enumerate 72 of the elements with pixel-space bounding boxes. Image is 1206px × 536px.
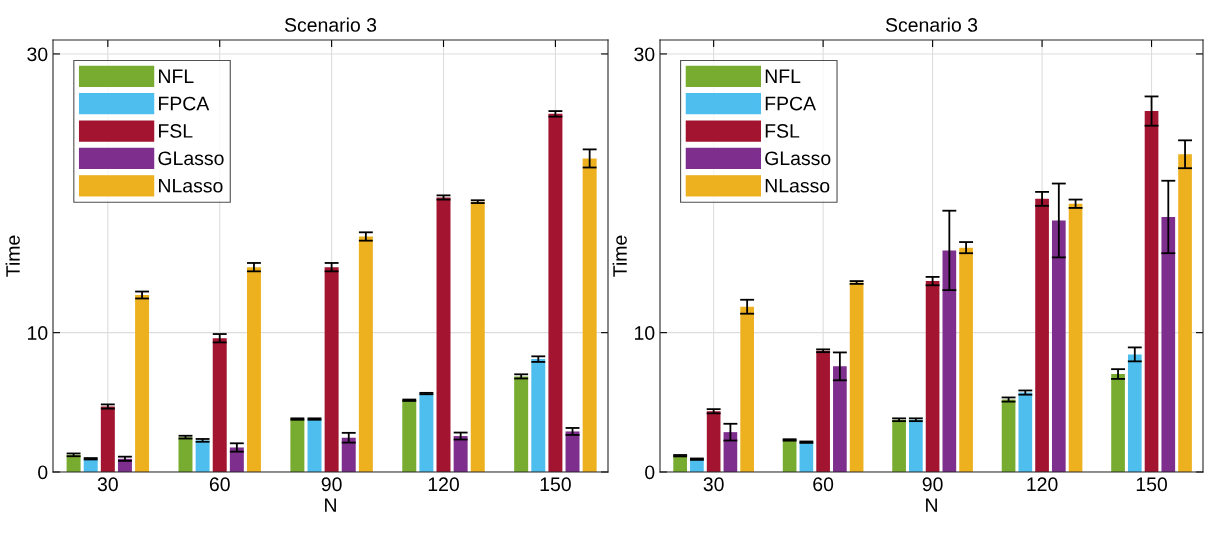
y-tick-label: 0 <box>38 465 48 480</box>
bar <box>324 267 339 472</box>
bar <box>942 250 957 472</box>
bar <box>1001 399 1016 472</box>
bar <box>341 437 356 472</box>
chart-title: Scenario 3 <box>885 17 978 32</box>
legend-label: NLasso <box>765 178 830 193</box>
bar <box>212 338 227 472</box>
y-axis-title: Time <box>5 235 20 277</box>
y-tick-label: 10 <box>28 326 48 340</box>
bar <box>1178 154 1192 472</box>
bar <box>909 419 923 472</box>
bar <box>1161 216 1176 472</box>
bar <box>135 295 150 472</box>
legend-label: GLasso <box>765 151 831 166</box>
bar <box>100 406 115 472</box>
x-axis-title: N <box>926 498 937 512</box>
legend-label: NFL <box>765 69 801 83</box>
x-tick-label: 90 <box>321 477 342 492</box>
bar <box>358 236 373 472</box>
y-tick-label: 0 <box>645 465 655 480</box>
x-tick-label: 150 <box>1136 477 1168 492</box>
bar <box>246 267 261 472</box>
legend-label: NFL <box>159 69 194 83</box>
bar <box>959 247 973 472</box>
bar <box>436 197 451 472</box>
legend-label: FSL <box>159 124 193 138</box>
x-tick-label: 60 <box>813 477 834 492</box>
x-tick-label: 90 <box>922 477 943 492</box>
bar <box>816 350 830 472</box>
bar <box>1051 220 1066 472</box>
bar <box>740 306 754 472</box>
x-tick-label: 30 <box>97 477 118 492</box>
bar <box>1111 374 1125 472</box>
bar <box>1035 198 1049 472</box>
bar <box>531 359 546 472</box>
bar <box>178 437 193 472</box>
bar <box>582 158 597 472</box>
bar <box>419 393 434 472</box>
y-axis-title: Time <box>612 235 627 277</box>
bar <box>925 281 940 472</box>
bar <box>833 366 847 472</box>
bar <box>548 113 563 472</box>
legend-label: FSL <box>765 124 800 138</box>
bar <box>1068 203 1083 472</box>
bar <box>1144 111 1159 472</box>
bar <box>453 436 468 472</box>
bar <box>290 419 305 472</box>
x-tick-label: 150 <box>540 477 571 492</box>
legend-label: GLasso <box>158 151 224 166</box>
y-tick-label: 30 <box>634 47 655 62</box>
bar <box>195 440 210 472</box>
x-axis-title: N <box>325 498 336 512</box>
bar <box>470 201 485 472</box>
bar <box>1018 392 1033 472</box>
bar <box>706 411 721 472</box>
bar <box>514 376 529 472</box>
x-tick-label: 30 <box>703 477 724 492</box>
x-tick-label: 120 <box>1027 477 1058 492</box>
bar <box>892 419 906 472</box>
y-tick-label: 10 <box>635 326 655 340</box>
y-tick-label: 30 <box>27 47 48 62</box>
bar <box>402 400 417 472</box>
bar <box>849 282 864 472</box>
bar <box>1127 354 1142 472</box>
legend-label: FPCA <box>765 96 817 111</box>
bar <box>565 431 580 472</box>
x-tick-label: 120 <box>428 477 459 492</box>
chart-title: Scenario 3 <box>284 17 377 32</box>
legend-label: NLasso <box>159 178 223 193</box>
x-tick-label: 60 <box>209 477 230 492</box>
legend-label: FPCA <box>159 96 210 111</box>
